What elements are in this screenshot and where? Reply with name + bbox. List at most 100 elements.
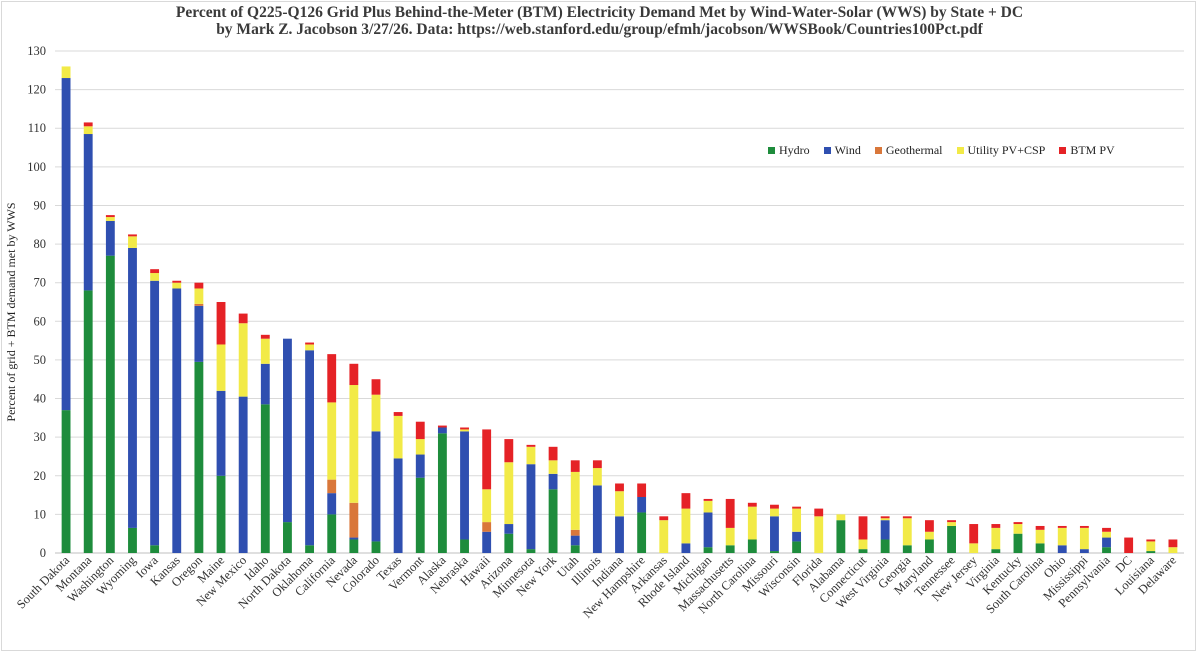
bar-segment-wind [1079,549,1089,553]
y-tick-label: 70 [34,276,47,290]
legend-label: BTM PV [1070,143,1115,157]
bar-segment-btm-pv [1102,527,1111,532]
bar-segment-hydro [836,520,846,553]
bar-segment-wind [327,493,337,515]
bar-segment-hydro [924,539,934,553]
bar-segment-btm-pv [858,516,868,540]
bar-segment-btm-pv [703,498,713,501]
bar-segment-hydro [349,539,359,553]
bar-segment-btm-pv [814,508,824,517]
bar-segment-utility-pv-csp [991,527,1001,550]
bar-segment-utility-pv-csp [880,518,890,521]
bar-segment-hydro [371,541,381,553]
bar-segment-utility-pv-csp [1035,529,1045,544]
bar-segment-wind [105,220,115,256]
bar-segment-hydro [105,255,115,553]
bar-segment-btm-pv [238,313,248,324]
bar-segment-utility-pv-csp [548,460,558,474]
bar-segment-hydro [1146,551,1156,553]
bar-segment-utility-pv-csp [836,514,846,521]
bar-segment-hydro [747,539,757,553]
bar-segment-hydro [703,547,713,553]
bar-segment-hydro [548,489,558,553]
bar-segment-utility-pv-csp [770,508,779,517]
legend-item: BTM PV [1059,143,1115,158]
legend-item: Utility PV+CSP [956,143,1046,158]
bar-segment-wind [61,78,71,411]
y-tick-label: 50 [34,353,47,367]
bar-segment-wind [415,454,425,478]
bar-segment-utility-pv-csp [504,462,514,525]
legend-item: Geothermal [874,143,943,158]
bar-segment-wind [637,497,647,513]
legend-label: Wind [834,143,861,157]
bar-segment-utility-pv-csp [592,468,602,486]
legend-item: Hydro [768,143,810,158]
bar-segment-btm-pv [172,280,182,283]
bar-segment-utility-pv-csp [194,288,204,304]
bar-segment-btm-pv [526,444,536,447]
legend-swatch [823,147,831,154]
bar-segment-hydro [637,512,647,553]
y-tick-label: 20 [34,469,47,483]
bar-segment-utility-pv-csp [792,508,802,532]
bar-segment-utility-pv-csp [747,506,757,540]
bar-segment-hydro [128,527,137,553]
bar-segment-btm-pv [592,460,602,469]
bar-segment-utility-pv-csp [858,539,868,550]
bar-segment-wind [305,350,315,546]
bar-segment-btm-pv [371,379,381,395]
bar-segment-utility-pv-csp [969,543,979,553]
y-tick-label: 10 [34,507,47,521]
y-tick-label: 0 [40,546,46,560]
legend-label: Utility PV+CSP [967,143,1046,157]
bar-segment-utility-pv-csp [216,344,226,391]
bar-segment-btm-pv [460,427,469,430]
bar-segment-btm-pv [725,498,735,528]
bar-segment-btm-pv [637,483,647,498]
bar-segment-utility-pv-csp [1102,531,1111,538]
bar-segment-utility-pv-csp [615,491,624,517]
bar-segment-wind [128,247,137,528]
bar-segment-btm-pv [260,334,270,339]
bar-segment-utility-pv-csp [1146,541,1156,552]
bar-segment-btm-pv [349,363,359,386]
bar-segment-utility-pv-csp [1013,524,1023,534]
bar-segment-utility-pv-csp [128,236,137,248]
bar-segment-hydro [1013,533,1023,553]
bar-segment-geothermal [349,502,359,538]
bar-segment-geothermal [570,529,580,536]
bar-segment-btm-pv [128,234,137,237]
bar-segment-btm-pv [482,429,492,490]
bar-segment-wind [460,431,469,540]
bar-segment-hydro [327,514,337,553]
bar-segment-btm-pv [747,502,757,507]
bar-segment-btm-pv [1124,537,1134,553]
bar-segment-hydro [902,545,912,553]
bar-segment-wind [482,531,492,553]
bar-segment-btm-pv [194,282,204,289]
bar-segment-hydro [792,541,802,553]
bar-segment-utility-pv-csp [814,516,824,553]
bar-segment-wind [194,305,204,362]
bar-segment-hydro [947,525,956,553]
bar-segment-geothermal [194,303,204,306]
bar-segment-utility-pv-csp [327,402,337,480]
bar-segment-hydro [283,522,292,553]
bar-segment-hydro [504,533,514,553]
bar-segment-hydro [61,410,71,553]
y-tick-label: 40 [34,392,47,406]
bar-segment-btm-pv [902,516,912,519]
bar-segment-btm-pv [504,439,514,463]
bar-segment-utility-pv-csp [150,273,160,281]
bar-segment-hydro [83,290,93,553]
bar-segment-utility-pv-csp [924,531,934,540]
bar-segment-utility-pv-csp [172,282,182,289]
bar-segment-hydro [1102,547,1111,553]
bar-segment-btm-pv [305,342,315,345]
bar-segment-utility-pv-csp [947,522,956,526]
bar-segment-utility-pv-csp [902,518,912,546]
bar-segment-wind [526,464,536,550]
bar-segment-btm-pv [570,460,580,472]
y-tick-label: 90 [34,198,47,212]
